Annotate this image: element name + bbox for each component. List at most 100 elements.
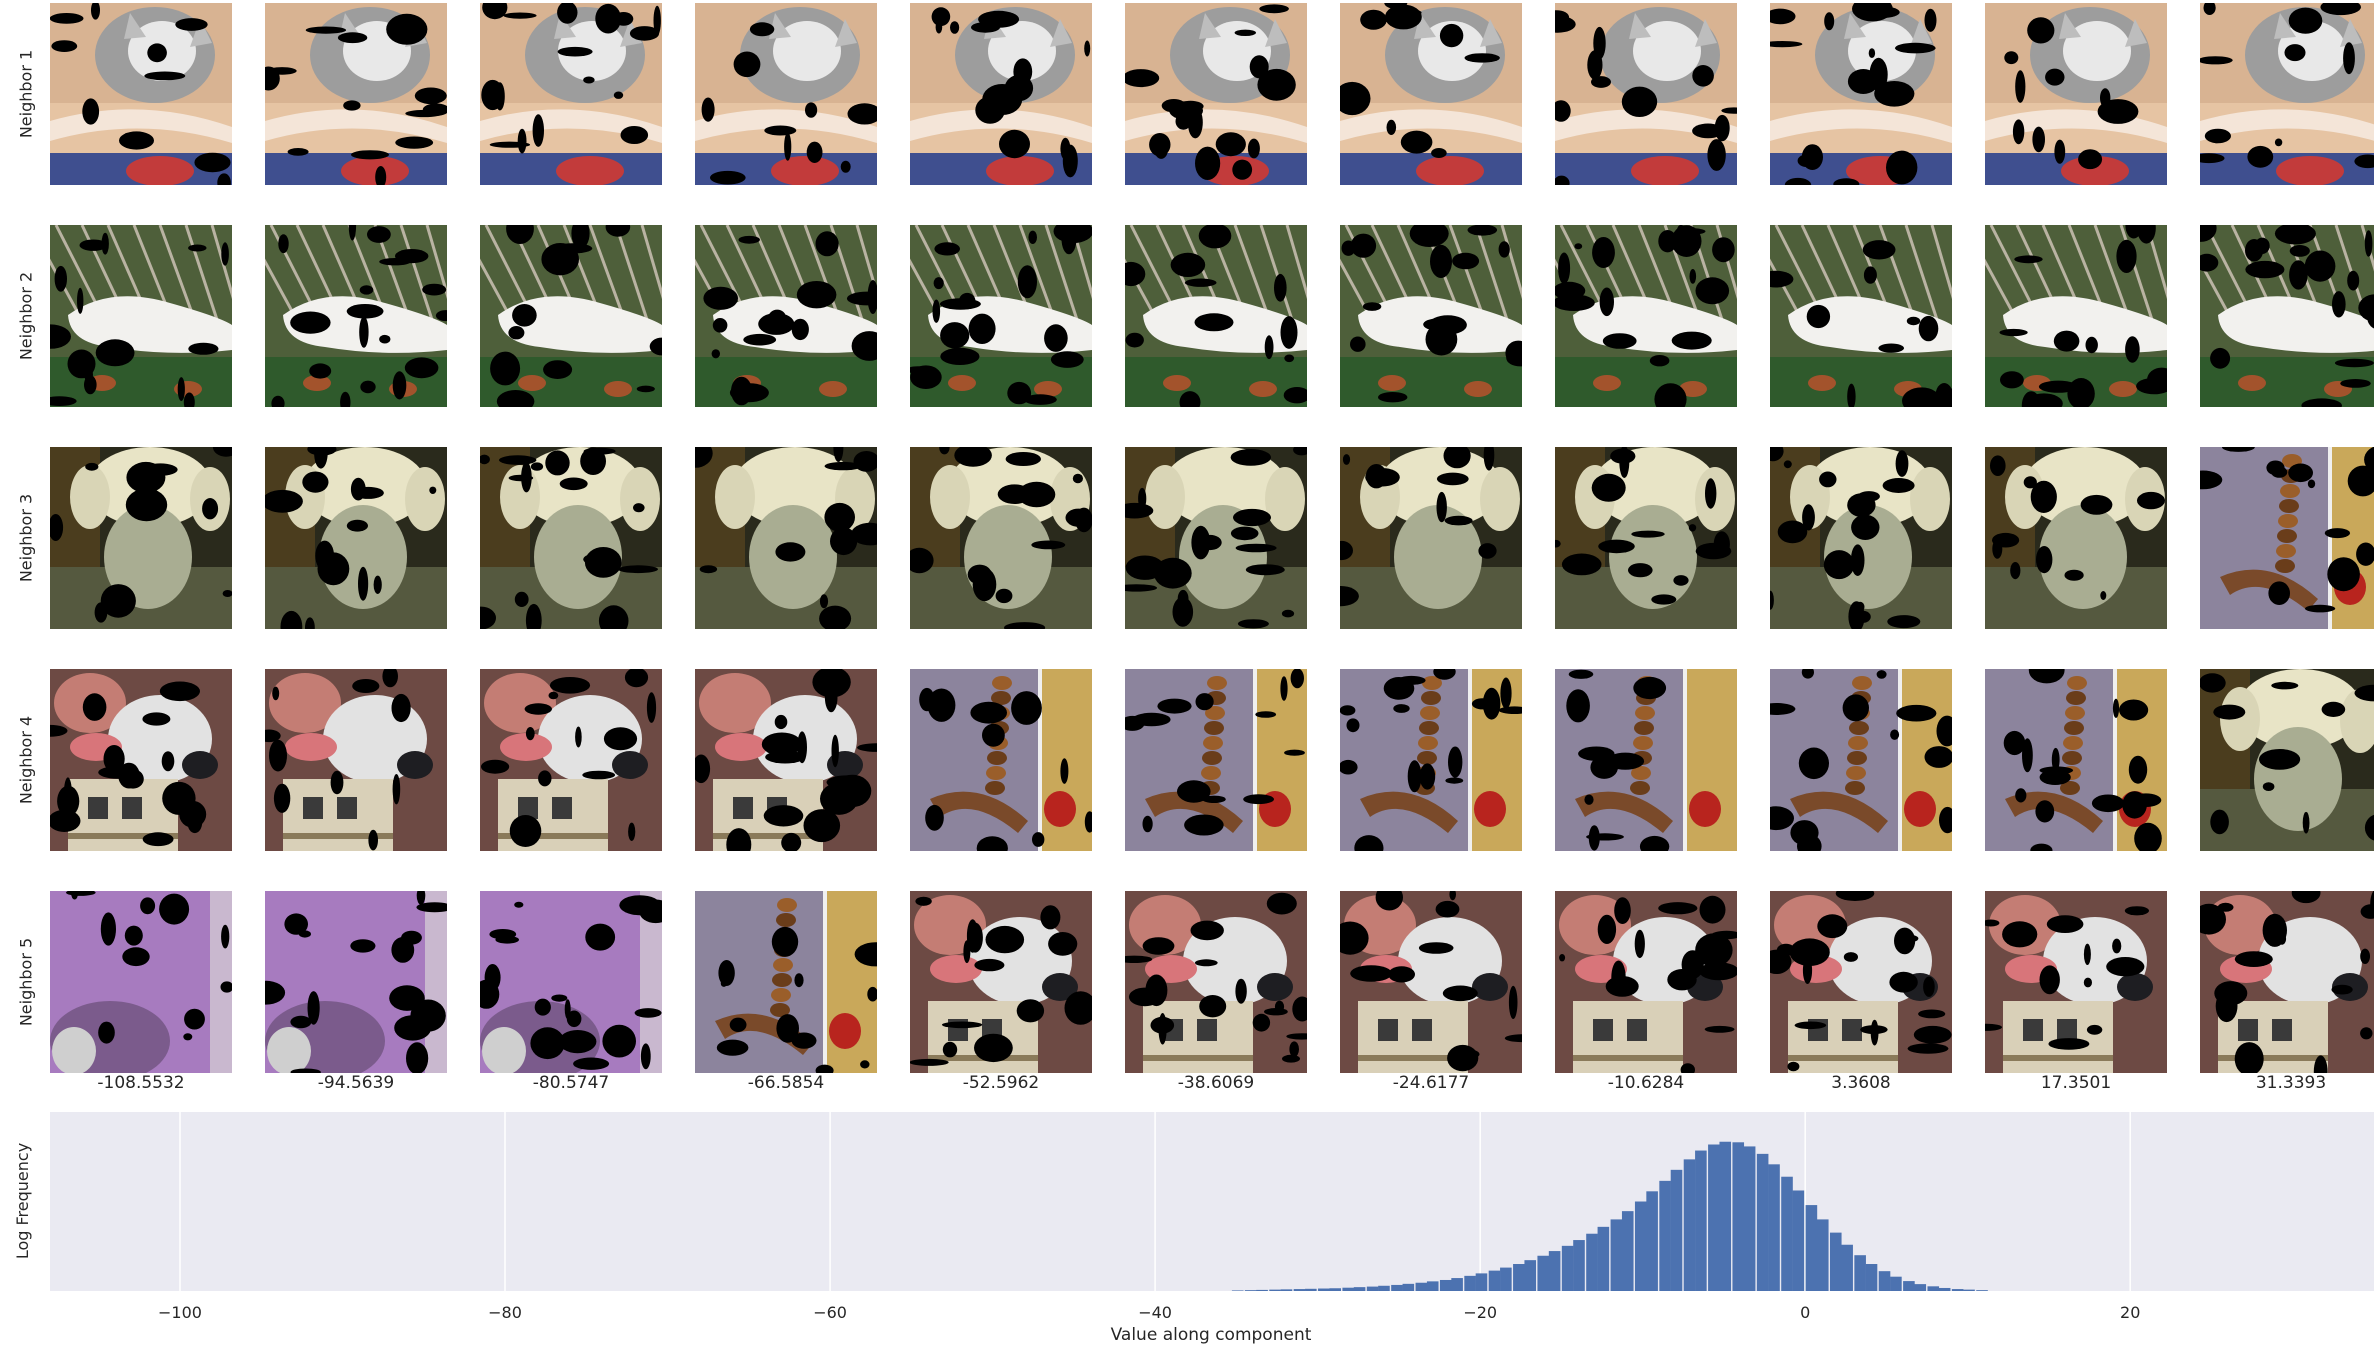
neighbor-image-tile [1770,669,1952,851]
histogram-bar [1269,1289,1281,1291]
masked-image-face-dog [1985,891,2167,1073]
neighbor-image-tile [480,447,662,629]
neighbor-image-tile [265,225,447,407]
histogram-bar [1280,1289,1293,1291]
histogram-bar [1963,1289,1975,1291]
masked-image-dog [695,447,877,629]
x-tick-label: −100 [158,1303,202,1322]
histogram-bar [1353,1287,1366,1291]
masked-image-dog [2200,669,2374,851]
histogram-bar [1743,1146,1756,1291]
histogram-bar [1829,1232,1842,1291]
masked-image-centipede [1125,669,1307,851]
masked-image-purple [50,891,232,1073]
row-label-text: Neighbor 4 [16,715,36,805]
neighbor-image-tile [910,447,1092,629]
histogram-bar [1670,1169,1683,1291]
masked-image-dog [1125,447,1307,629]
masked-image-face-dog [695,669,877,851]
masked-image-centipede [1770,669,1952,851]
log-frequency-histogram: −100 −80 −60 −40 −20 0 20 Value along componen… [13,1112,2374,1345]
histogram-bar [1475,1273,1488,1291]
histogram-bar [1318,1288,1330,1291]
masked-image-dog [50,447,232,629]
masked-image-cat [910,3,1092,185]
neighbor-image-tile [265,3,447,185]
histogram-bar [1927,1286,1940,1291]
masked-image-centipede [1985,669,2167,851]
masked-image-centipede [695,891,877,1073]
histogram-bar [1878,1271,1891,1291]
neighbor-image-tile [1985,3,2167,185]
plot-area [50,1112,2374,1291]
histogram-bar [1646,1191,1658,1291]
x-tick-label: −80 [488,1303,522,1322]
neighbor-image-tile [1770,225,1952,407]
histogram-bar [1683,1159,1696,1291]
histogram-bar [1634,1201,1647,1291]
neighbor-image-tile [50,447,232,629]
masked-image-face-dog [1555,891,1737,1073]
histogram-bar [1513,1264,1525,1291]
histogram-bar [1597,1226,1610,1291]
histogram-bar [1488,1270,1501,1291]
neighbor-image-tile [1125,225,1307,407]
histogram-bar [1732,1142,1745,1291]
histogram-bar [1695,1150,1707,1291]
masked-image-cat [1770,3,1952,185]
masked-image-cat [1125,3,1307,185]
neighbor-image-tile [265,669,447,851]
neighbor-image-tile [910,3,1092,185]
neighbor-image-tile [1555,891,1737,1073]
masked-image-cat [1340,3,1522,185]
x-axis-label: Value along component [1111,1325,1312,1345]
masked-image-dog [1555,447,1737,629]
neighbor-image-tile [910,891,1092,1073]
column-value-label: -52.5962 [962,1073,1040,1093]
neighbor-image-tile [1770,447,1952,629]
neighbor-image-tile [1770,891,1952,1073]
y-axis-label: Log Frequency [13,1143,32,1259]
masked-image-face-dog [2200,891,2374,1073]
masked-image-purple [265,891,447,1073]
masked-image-face-dog [1770,891,1952,1073]
neighbor-image-tile [50,891,232,1073]
neighbor-image-tile [50,669,232,851]
histogram-bar [1524,1260,1537,1291]
histogram-bar [1561,1245,1574,1291]
histogram-bar [1816,1219,1829,1291]
histogram-bar [1841,1244,1853,1291]
histogram-bar [1938,1287,1951,1291]
histogram-bar [1537,1255,1550,1291]
neighbor-image-tile [1125,891,1307,1073]
neighbor-image-tile [910,225,1092,407]
neighbor-image-tile [2200,3,2374,185]
column-value-label: -108.5532 [97,1073,185,1093]
masked-image-dog [1770,447,1952,629]
masked-image-centipede [2200,447,2374,629]
histogram-bar [1659,1180,1671,1291]
neighbor-image-tile [1555,447,1737,629]
neighbor-image-tile [480,225,662,407]
neighbor-image-tile [480,891,662,1073]
neighbor-image-tile [1985,447,2167,629]
neighbor-image-tile [50,3,232,185]
neighbor-image-tile [1985,669,2167,851]
masked-image-dog [480,447,662,629]
histogram-bar [1342,1287,1355,1291]
histogram-bar [1792,1190,1805,1291]
histogram-bar [1719,1141,1732,1291]
masked-image-aerial [1770,225,1952,407]
column-value-label: -10.6284 [1607,1073,1685,1093]
histogram-bar [1378,1285,1390,1291]
masked-image-dog [1340,447,1522,629]
neighbor-image-tile [1125,669,1307,851]
histogram-bar [1415,1282,1428,1291]
masked-image-aerial [50,225,232,407]
masked-image-centipede [1555,669,1737,851]
neighbor-image-tile [1340,891,1522,1073]
column-value-label: -94.5639 [317,1073,395,1093]
neighbor-image-tile [695,669,877,851]
neighbor-image-grid: Neighbor 1 Neighbor 2 Neighbor 3 Neighbor 4… [16,3,2374,1093]
row-label-text: Neighbor 5 [16,937,36,1027]
